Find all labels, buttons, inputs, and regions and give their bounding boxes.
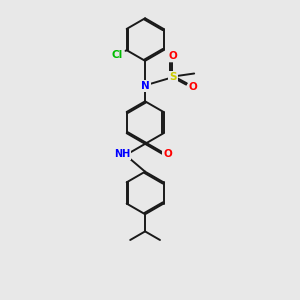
Text: N: N: [141, 81, 149, 91]
Text: NH: NH: [114, 149, 130, 159]
Text: O: O: [169, 51, 177, 61]
Text: Cl: Cl: [111, 50, 122, 60]
Text: S: S: [169, 72, 177, 82]
Text: O: O: [189, 82, 198, 92]
Text: O: O: [163, 149, 172, 159]
